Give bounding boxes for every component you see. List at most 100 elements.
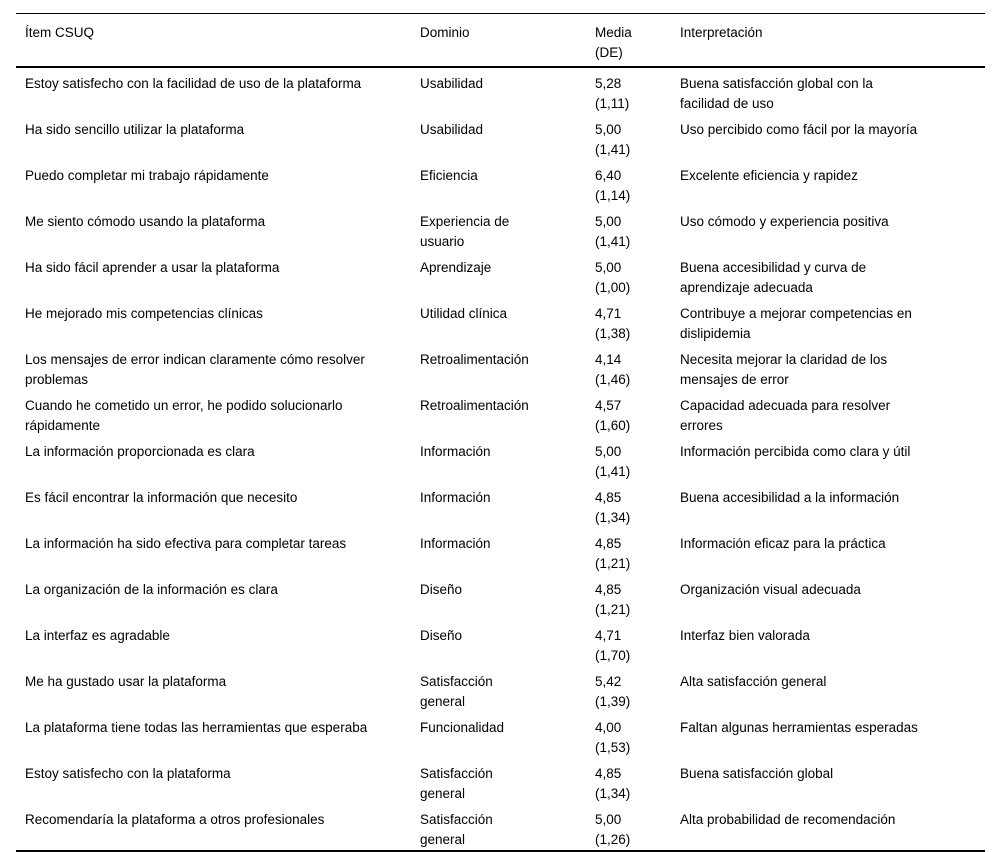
item-cell: La interfaz es agradable <box>25 627 170 643</box>
table-row: Estoy satisfecho con la facilidad de uso… <box>16 67 985 114</box>
item-cell: Me siento cómodo usando la plataforma <box>25 213 266 229</box>
item-cell: La plataforma tiene todas las herramient… <box>25 719 368 735</box>
sd-value: (1,53) <box>595 739 631 755</box>
item-cell: La organización de la información es cla… <box>25 581 278 597</box>
mean-value: 5,00 <box>595 259 622 275</box>
sd-value: (1,21) <box>595 555 631 571</box>
mean-sd-cell: 5,00 (1,26) <box>595 804 680 851</box>
table-row: La organización de la información es cla… <box>16 574 985 620</box>
domain-cell: Satisfacción general <box>420 765 493 801</box>
table-row: Los mensajes de error indican claramente… <box>16 344 985 390</box>
sd-value: (1,21) <box>595 601 631 617</box>
mean-sd-cell: 4,85 (1,34) <box>595 482 680 528</box>
sd-value: (1,38) <box>595 325 631 341</box>
mean-sd-cell: 4,85 (1,34) <box>595 758 680 804</box>
item-cell: He mejorado mis competencias clínicas <box>25 305 263 321</box>
table-body: Estoy satisfecho con la facilidad de uso… <box>16 67 985 851</box>
item-cell: Ha sido sencillo utilizar la plataforma <box>25 121 245 137</box>
mean-sd-cell: 4,57 (1,60) <box>595 390 680 436</box>
mean-value: 5,00 <box>595 811 622 827</box>
mean-value: 5,00 <box>595 121 622 137</box>
sd-value: (1,34) <box>595 509 631 525</box>
interpretation-cell: Buena accesibilidad a la información <box>680 489 900 505</box>
mean-value: 4,71 <box>595 305 622 321</box>
interpretation-cell: Buena satisfacción global con la facilid… <box>680 75 873 111</box>
domain-cell: Satisfacción general <box>420 811 493 847</box>
sd-value: (1,41) <box>595 141 631 157</box>
interpretation-cell: Información eficaz para la práctica <box>680 535 886 551</box>
table-row: La interfaz es agradable Diseño 4,71 (1,… <box>16 620 985 666</box>
table-row: Me ha gustado usar la plataforma Satisfa… <box>16 666 985 712</box>
table-row: Ha sido sencillo utilizar la plataforma … <box>16 114 985 160</box>
mean-value: 5,00 <box>595 213 622 229</box>
table-row: Recomendaría la plataforma a otros profe… <box>16 804 985 851</box>
column-header-interpretation: Interpretación <box>680 14 985 67</box>
table-row: La información ha sido efectiva para com… <box>16 528 985 574</box>
table-header: Ítem CSUQ Dominio Media (DE) Interpretac… <box>16 14 985 67</box>
mean-sd-cell: 5,00 (1,00) <box>595 252 680 298</box>
interpretation-cell: Organización visual adecuada <box>680 581 861 597</box>
item-cell: La información ha sido efectiva para com… <box>25 535 347 551</box>
domain-cell: Información <box>420 535 491 551</box>
column-header-domain: Dominio <box>420 14 595 67</box>
interpretation-cell: Buena accesibilidad y curva de aprendiza… <box>680 259 867 295</box>
mean-value: 5,42 <box>595 673 622 689</box>
domain-cell: Usabilidad <box>420 75 484 91</box>
mean-sd-cell: 4,00 (1,53) <box>595 712 680 758</box>
sd-value: (1,14) <box>595 187 631 203</box>
table-row: Ha sido fácil aprender a usar la platafo… <box>16 252 985 298</box>
interpretation-cell: Uso cómodo y experiencia positiva <box>680 213 889 229</box>
mean-value: 4,85 <box>595 489 622 505</box>
mean-value: 4,57 <box>595 397 622 413</box>
interpretation-cell: Alta satisfacción general <box>680 673 827 689</box>
mean-value: 6,40 <box>595 167 622 183</box>
table-row: Es fácil encontrar la información que ne… <box>16 482 985 528</box>
mean-value: 5,28 <box>595 75 622 91</box>
item-cell: La información proporcionada es clara <box>25 443 255 459</box>
item-cell: Recomendaría la plataforma a otros profe… <box>25 811 325 827</box>
domain-cell: Utilidad clínica <box>420 305 508 321</box>
column-header-interpretation-label: Interpretación <box>680 25 763 40</box>
mean-value: 5,00 <box>595 443 622 459</box>
mean-value: 4,14 <box>595 351 622 367</box>
header-row: Ítem CSUQ Dominio Media (DE) Interpretac… <box>16 14 985 67</box>
mean-value: 4,85 <box>595 535 622 551</box>
domain-cell: Retroalimentación <box>420 397 529 413</box>
mean-sd-cell: 5,00 (1,41) <box>595 436 680 482</box>
mean-value: 4,85 <box>595 581 622 597</box>
domain-cell: Información <box>420 443 491 459</box>
sd-value: (1,46) <box>595 371 631 387</box>
column-header-domain-label: Dominio <box>420 25 470 40</box>
mean-sd-cell: 5,28 (1,11) <box>595 67 680 114</box>
domain-cell: Experiencia de usuario <box>420 213 510 249</box>
domain-cell: Retroalimentación <box>420 351 529 367</box>
column-header-mean-sd-label: Media (DE) <box>595 25 632 60</box>
interpretation-cell: Excelente eficiencia y rapidez <box>680 167 858 183</box>
table-row: La información proporcionada es clara In… <box>16 436 985 482</box>
item-cell: Me ha gustado usar la plataforma <box>25 673 227 689</box>
interpretation-cell: Contribuye a mejorar competencias en dis… <box>680 305 912 341</box>
table-row: La plataforma tiene todas las herramient… <box>16 712 985 758</box>
interpretation-cell: Faltan algunas herramientas esperadas <box>680 719 918 735</box>
csuq-results-table: Ítem CSUQ Dominio Media (DE) Interpretac… <box>16 13 985 852</box>
domain-cell: Diseño <box>420 627 463 643</box>
sd-value: (1,00) <box>595 279 631 295</box>
mean-sd-cell: 4,71 (1,38) <box>595 298 680 344</box>
column-header-item: Ítem CSUQ <box>16 14 420 67</box>
mean-sd-cell: 5,42 (1,39) <box>595 666 680 712</box>
mean-sd-cell: 4,85 (1,21) <box>595 574 680 620</box>
interpretation-cell: Información percibida como clara y útil <box>680 443 911 459</box>
mean-sd-cell: 4,71 (1,70) <box>595 620 680 666</box>
column-header-mean-sd: Media (DE) <box>595 14 680 67</box>
mean-sd-cell: 5,00 (1,41) <box>595 206 680 252</box>
item-cell: Ha sido fácil aprender a usar la platafo… <box>25 259 280 275</box>
domain-cell: Funcionalidad <box>420 719 505 735</box>
domain-cell: Información <box>420 489 491 505</box>
interpretation-cell: Necesita mejorar la claridad de los mens… <box>680 351 888 387</box>
sd-value: (1,26) <box>595 831 631 847</box>
table-row: Estoy satisfecho con la plataforma Satis… <box>16 758 985 804</box>
table-row: Cuando he cometido un error, he podido s… <box>16 390 985 436</box>
mean-value: 4,71 <box>595 627 622 643</box>
item-cell: Los mensajes de error indican claramente… <box>25 351 365 387</box>
domain-cell: Diseño <box>420 581 463 597</box>
